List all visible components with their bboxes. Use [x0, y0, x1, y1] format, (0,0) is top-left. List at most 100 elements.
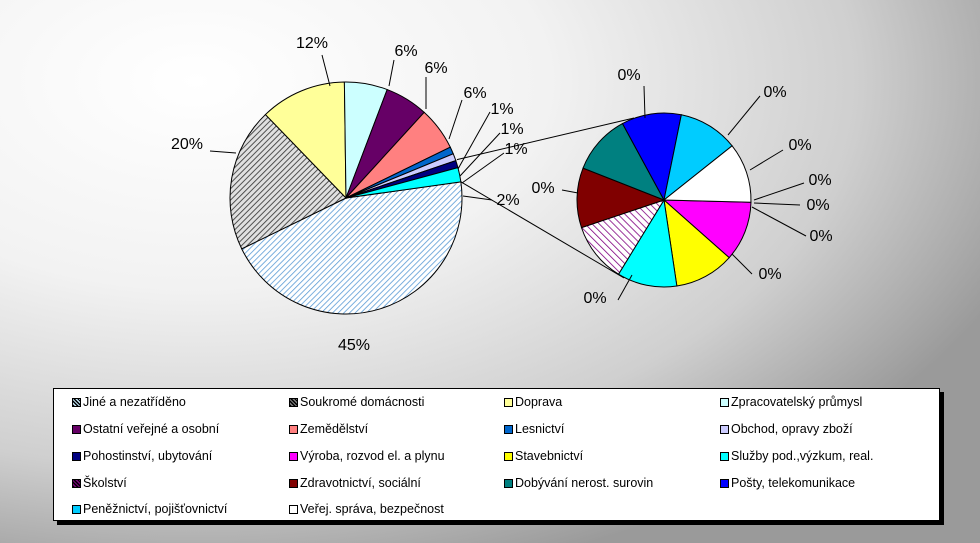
leader-line [461, 152, 505, 184]
legend-swatch [504, 478, 513, 488]
legend-label: Dobývání nerost. surovin [515, 476, 654, 490]
legend-item: Soukromé domácnosti [289, 393, 424, 411]
legend-swatch [289, 504, 298, 514]
legend-item: Služby pod.,výzkum, real. [720, 447, 873, 465]
main-pie-slice [229, 113, 347, 250]
leader-line [561, 189, 579, 194]
legend-item: Peněžnictví, pojišťovnictví [72, 500, 227, 518]
legend-item: Zdravotnictví, sociální [289, 474, 421, 492]
legend-item: Doprava [504, 393, 562, 411]
legend-item: Školství [72, 474, 127, 492]
leader-line [751, 206, 807, 237]
legend-label: Stavebnictví [515, 449, 584, 463]
secondary-pie-slice [662, 145, 752, 203]
legend-label: Pohostinství, ubytování [83, 449, 213, 463]
data-label: 1% [504, 141, 527, 158]
legend-label: Pošty, telekomunikace [731, 476, 856, 490]
main-pie [229, 81, 463, 315]
main-pie-slice [345, 166, 462, 199]
data-label: 20% [171, 136, 203, 153]
legend-item: Obchod, opravy zboží [720, 420, 853, 438]
leader-line [448, 99, 463, 140]
legend-item: Výroba, rozvod el. a plynu [289, 447, 445, 465]
legend-item: Lesnictví [504, 420, 564, 438]
legend-label: Výroba, rozvod el. a plynu [300, 449, 445, 463]
legend-swatch [504, 451, 513, 461]
legend-label: Soukromé domácnosti [300, 395, 425, 409]
legend-label: Veřej. správa, bezpečnost [300, 502, 444, 516]
legend-item: Dobývání nerost. surovin [504, 474, 653, 492]
legend-label: Jiné a nezatříděno [83, 395, 186, 409]
legend-label: Lesnictví [515, 422, 565, 436]
legend-swatch [504, 424, 513, 434]
leader-lines [209, 54, 807, 301]
connector-lines [456, 117, 635, 279]
legend-label: Zdravotnictví, sociální [300, 476, 421, 490]
leader-line [727, 95, 761, 136]
leader-line [388, 59, 395, 87]
legend-item: Pošty, telekomunikace [720, 474, 855, 492]
legend-item: Ostatní veřejné a osobní [72, 420, 219, 438]
legend-swatch [720, 451, 729, 461]
data-label: 0% [531, 180, 554, 197]
legend-label: Služby pod.,výzkum, real. [731, 449, 874, 463]
data-label: 0% [806, 197, 829, 214]
legend: Jiné a nezatříděno Soukromé domácnosti Dop… [53, 388, 940, 521]
legend-swatch [289, 397, 298, 407]
legend-swatch [289, 424, 298, 434]
data-label: 0% [583, 290, 606, 307]
data-label: 1% [490, 101, 513, 118]
leader-line [459, 132, 501, 177]
data-label: 0% [809, 228, 832, 245]
data-label: 0% [758, 266, 781, 283]
legend-label: Školství [83, 476, 127, 490]
legend-swatch [72, 478, 81, 488]
legend-label: Zpracovatelský průmysl [731, 395, 863, 409]
legend-swatch [72, 451, 81, 461]
legend-swatch [720, 424, 729, 434]
data-label: 45% [338, 337, 370, 354]
legend-item: Jiné a nezatříděno [72, 393, 186, 411]
leader-line [617, 274, 633, 301]
leader-line [753, 202, 801, 206]
legend-swatch [72, 504, 81, 514]
legend-label: Doprava [515, 395, 563, 409]
legend-swatch [504, 397, 513, 407]
legend-item: Pohostinství, ubytování [72, 447, 212, 465]
data-label: 6% [424, 60, 447, 77]
connector-line [460, 181, 625, 279]
data-label: 2% [496, 192, 519, 209]
legend-swatch [720, 478, 729, 488]
legend-label: Obchod, opravy zboží [731, 422, 853, 436]
legend-item: Zemědělství [289, 420, 368, 438]
leader-line [749, 149, 784, 171]
leader-line [457, 111, 491, 170]
legend-swatch [720, 397, 729, 407]
legend-swatch [72, 424, 81, 434]
leader-line [731, 253, 753, 275]
legend-label: Ostatní veřejné a osobní [83, 422, 220, 436]
data-labels: 45%20%12% 6%6%6%1%1%1%2%0%0%0%0%0%0%0%0%0… [171, 35, 833, 354]
data-label: 0% [617, 67, 640, 84]
data-label: 0% [788, 137, 811, 154]
legend-item: Veřej. správa, bezpečnost [289, 500, 444, 518]
main-pie-slice [264, 81, 347, 200]
data-label: 1% [500, 121, 523, 138]
leader-line [462, 195, 493, 201]
data-label: 0% [763, 84, 786, 101]
legend-item: Stavebnictví [504, 447, 583, 465]
legend-swatch [289, 451, 298, 461]
legend-label: Peněžnictví, pojišťovnictví [83, 502, 228, 516]
leader-line [753, 182, 805, 201]
legend-label: Zemědělství [300, 422, 369, 436]
data-label: 6% [463, 85, 486, 102]
data-label: 0% [808, 172, 831, 189]
leader-line [321, 54, 331, 87]
legend-swatch [289, 478, 298, 488]
connector-line [456, 117, 635, 161]
leader-line [209, 150, 237, 154]
legend-swatch [72, 397, 81, 407]
data-label: 6% [394, 43, 417, 60]
legend-item: Zpracovatelský průmysl [720, 393, 862, 411]
